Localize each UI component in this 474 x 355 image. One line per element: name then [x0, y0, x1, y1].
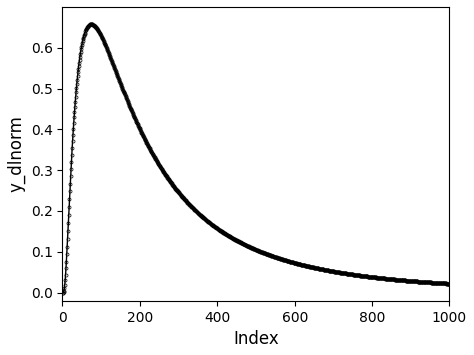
Y-axis label: y_dlnorm: y_dlnorm	[7, 115, 25, 192]
X-axis label: Index: Index	[233, 330, 279, 348]
